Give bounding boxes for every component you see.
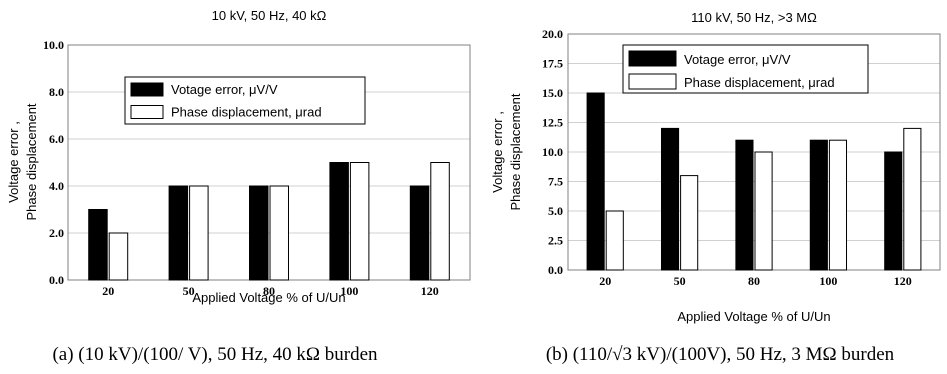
bar-phase-displacement xyxy=(108,232,129,281)
y-axis-label: Phase displacement xyxy=(508,93,523,210)
plot-frame xyxy=(67,44,471,281)
bar-voltage-error xyxy=(168,185,189,281)
x-tick-label: 80 xyxy=(263,284,275,298)
bar-voltage-error xyxy=(409,185,430,281)
chart-b: 110 kV, 50 Hz, >3 MΩ 0.0 2.5 5.0 7.5 10.0 12.5… xyxy=(490,10,941,324)
bar-voltage-error xyxy=(249,185,269,281)
y-axis-label: Phase displacement xyxy=(24,103,39,220)
legend-swatch xyxy=(628,73,677,90)
x-tick-label: 100 xyxy=(819,274,837,288)
bar-voltage-error xyxy=(329,162,349,281)
legend-label: Phase displacement, μrad xyxy=(684,75,835,90)
bar-voltage-error xyxy=(884,151,903,271)
x-tick-label: 120 xyxy=(421,284,439,298)
bar-phase-displacement xyxy=(349,162,370,281)
legend: Votage error, μV/V Phase displacement, μr… xyxy=(124,76,366,125)
legend: Votage error, μV/V Phase displacement, μr… xyxy=(622,44,869,94)
bar-phase-displacement xyxy=(430,162,450,281)
x-tick-label: 20 xyxy=(599,274,611,288)
bar-voltage-error xyxy=(88,209,108,281)
chart-title: 10 kV, 50 Hz, 40 kΩ xyxy=(212,8,327,23)
x-tick-label: 120 xyxy=(894,274,912,288)
caption-a: (a) (10 kV)/(100/ V), 50 Hz, 40 kΩ burde… xyxy=(52,344,378,365)
bar-phase-displacement xyxy=(903,127,922,271)
y-tick-label: 10.0 xyxy=(43,38,64,52)
y-axis-label: Voltage error , xyxy=(6,121,21,203)
x-tick-label: 20 xyxy=(102,284,114,298)
y-tick-label: 12.5 xyxy=(542,116,563,130)
chart-a: 10 kV, 50 Hz, 40 kΩ 0.0 2.0 4.0 6.0 8.0 10.0 20… xyxy=(6,8,471,305)
y-tick-label: 15.0 xyxy=(542,86,563,100)
y-tick-label: 8.0 xyxy=(49,85,64,99)
legend-swatch xyxy=(130,82,164,97)
x-axis-label: Applied Voltage % of U/Un xyxy=(677,309,830,324)
x-tick-label: 50 xyxy=(674,274,686,288)
y-tick-label: 2.5 xyxy=(548,234,563,248)
bar-voltage-error xyxy=(809,139,828,271)
bar-phase-displacement xyxy=(269,185,289,281)
bar-phase-displacement xyxy=(754,151,773,271)
y-tick-label: 0.0 xyxy=(49,273,64,287)
y-tick-label: 7.5 xyxy=(548,175,563,189)
y-tick-label: 20.0 xyxy=(542,27,563,41)
bar-voltage-error xyxy=(660,127,680,271)
y-axis-label: Voltage error , xyxy=(490,111,505,193)
y-tick-label: 0.0 xyxy=(548,263,563,277)
y-tick-label: 17.5 xyxy=(542,57,563,71)
chart-title: 110 kV, 50 Hz, >3 MΩ xyxy=(691,10,817,25)
x-tick-label: 100 xyxy=(340,284,358,298)
legend-label: Votage error, μV/V xyxy=(684,52,791,67)
y-tick-label: 6.0 xyxy=(49,132,64,146)
bar-phase-displacement xyxy=(828,139,848,271)
legend-box xyxy=(124,76,366,125)
x-tick-label: 80 xyxy=(748,274,760,288)
y-tick-label: 2.0 xyxy=(49,226,64,240)
bar-voltage-error xyxy=(735,139,754,271)
y-tick-label: 5.0 xyxy=(548,204,563,218)
bar-phase-displacement xyxy=(680,175,699,271)
legend-swatch xyxy=(628,50,677,67)
y-tick-label: 10.0 xyxy=(542,145,563,159)
y-tick-label: 4.0 xyxy=(49,179,64,193)
caption-b: (b) (110/√3 kV)/(100V), 50 Hz, 3 MΩ burd… xyxy=(546,344,895,365)
legend-label: Phase displacement, μrad xyxy=(171,105,322,120)
legend-label: Votage error, μV/V xyxy=(171,82,278,97)
bar-phase-displacement xyxy=(605,210,624,271)
x-tick-label: 50 xyxy=(183,284,195,298)
bar-phase-displacement xyxy=(189,185,209,281)
plot-frame xyxy=(567,33,941,271)
bar-voltage-error xyxy=(586,92,605,271)
x-axis-label: Applied Voltage % of U/Un xyxy=(192,290,345,305)
legend-swatch xyxy=(130,105,164,119)
